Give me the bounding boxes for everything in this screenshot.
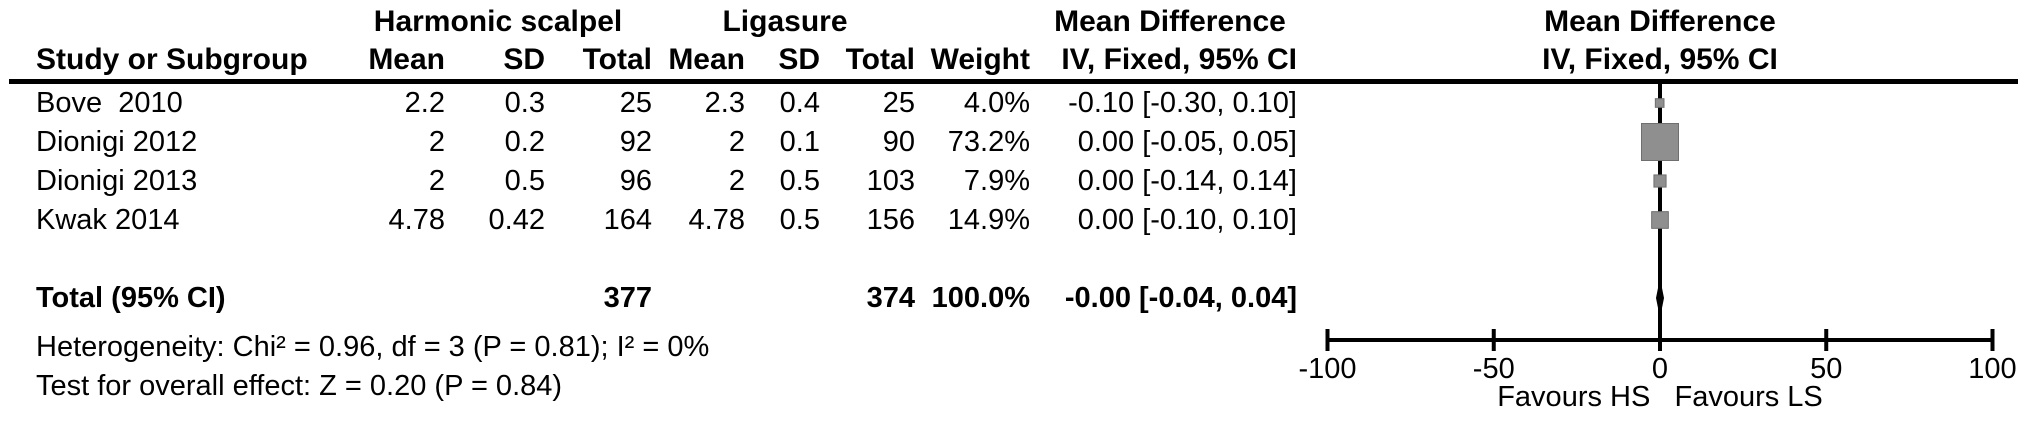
col-header-sd-hs: SD	[503, 43, 545, 76]
total-hs-cell: 377	[603, 282, 652, 314]
study-cell: Dionigi 2013	[36, 165, 198, 197]
group-header-ligasure: Ligasure	[722, 5, 848, 38]
mean-hs-cell: 2	[428, 165, 445, 197]
effect-square	[1654, 98, 1665, 108]
col-header-total-ls: Total	[845, 43, 915, 76]
col-header-weight: Weight	[930, 43, 1030, 76]
col-header-mean-ls: Mean	[668, 43, 745, 76]
sd-hs-cell: 0.42	[488, 204, 545, 236]
total-ls-cell: 25	[882, 87, 915, 119]
col-header-study: Study or Subgroup	[36, 43, 308, 76]
total-weight-cell: 100.0%	[931, 282, 1030, 314]
group-header-mean-difference-left: Mean Difference	[1054, 5, 1286, 38]
mean-ls-cell: 2.3	[704, 87, 745, 119]
x-tick-label: -100	[1298, 353, 1356, 385]
mean-ls-cell: 2	[728, 165, 745, 197]
sd-ls-cell: 0.1	[779, 126, 820, 158]
ci-cell: 0.00 [-0.10, 0.10]	[1077, 204, 1297, 236]
total-ls-cell: 90	[882, 126, 915, 158]
ci-cell: -0.10 [-0.30, 0.10]	[1068, 87, 1297, 119]
group-header-mean-difference-right: Mean Difference	[1544, 5, 1776, 38]
effect-square	[1651, 211, 1669, 229]
x-tick-label: 100	[1968, 353, 2016, 385]
header-divider	[9, 79, 2018, 84]
mean-ls-cell: 4.78	[688, 204, 745, 236]
weight-cell: 4.0%	[963, 87, 1030, 119]
total-ls-cell: 103	[866, 165, 915, 197]
study-cell: Kwak 2014	[36, 204, 180, 236]
total-hs-cell: 92	[619, 126, 652, 158]
col-header-sd-ls: SD	[778, 43, 820, 76]
weight-cell: 73.2%	[947, 126, 1030, 158]
total-ls-cell: 374	[866, 282, 915, 314]
sd-ls-cell: 0.5	[779, 204, 820, 236]
mean-hs-cell: 4.78	[388, 204, 445, 236]
total-hs-cell: 96	[619, 165, 652, 197]
sd-hs-cell: 0.5	[504, 165, 545, 197]
total-ci-cell: -0.00 [-0.04, 0.04]	[1064, 282, 1297, 314]
col-header-total-hs: Total	[582, 43, 652, 76]
total-diamond	[1656, 278, 1664, 318]
sd-hs-cell: 0.2	[504, 126, 545, 158]
sd-hs-cell: 0.3	[504, 87, 545, 119]
sd-ls-cell: 0.4	[779, 87, 820, 119]
mean-ls-cell: 2	[728, 126, 745, 158]
ci-cell: 0.00 [-0.05, 0.05]	[1077, 126, 1297, 158]
weight-cell: 7.9%	[963, 165, 1030, 197]
group-header-harmonic: Harmonic scalpel	[373, 5, 623, 38]
sd-ls-cell: 0.5	[779, 165, 820, 197]
col-header-mean-hs: Mean	[368, 43, 445, 76]
ci-cell: 0.00 [-0.14, 0.14]	[1077, 165, 1297, 197]
total-hs-cell: 25	[619, 87, 652, 119]
heterogeneity-note: Heterogeneity: Chi² = 0.96, df = 3 (P = …	[36, 331, 710, 363]
study-cell: Dionigi 2012	[36, 126, 198, 158]
mean-hs-cell: 2.2	[404, 87, 445, 119]
study-cell: Bove 2010	[36, 87, 183, 119]
col-header-ci-left: IV, Fixed, 95% CI	[1061, 43, 1297, 76]
effect-square	[1641, 123, 1679, 161]
col-header-ci-right: IV, Fixed, 95% CI	[1542, 43, 1778, 76]
total-hs-cell: 164	[603, 204, 652, 236]
favours-label: Favours HS Favours LS	[1497, 381, 1823, 413]
total-label: Total (95% CI)	[36, 282, 226, 314]
total-ls-cell: 156	[866, 204, 915, 236]
weight-cell: 14.9%	[947, 204, 1030, 236]
overall-effect-note: Test for overall effect: Z = 0.20 (P = 0…	[36, 370, 563, 402]
effect-square	[1653, 174, 1667, 188]
mean-hs-cell: 2	[428, 126, 445, 158]
